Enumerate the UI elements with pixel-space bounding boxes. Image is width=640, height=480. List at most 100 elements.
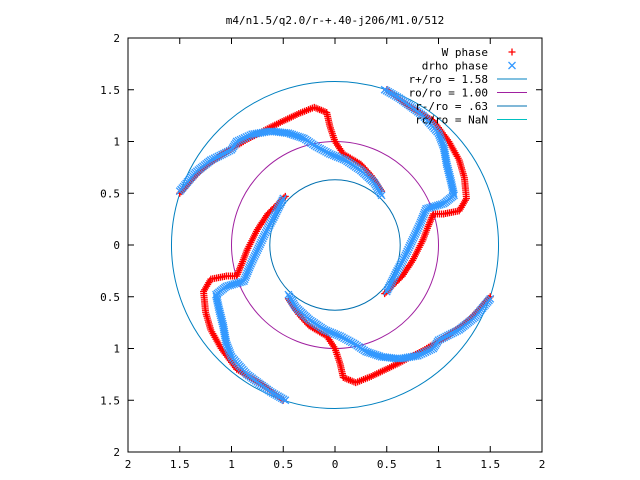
series-1-arm-0-point bbox=[212, 153, 221, 162]
axis-ticks: 2 1.5 1 0.5 0 0.5 1 1.5 221.510.500.511.52 bbox=[100, 32, 545, 471]
series-1-arm-1-point bbox=[389, 274, 398, 283]
series-1-arm-2-point bbox=[417, 349, 426, 358]
legend-label-4: r-/ro = .63 bbox=[415, 100, 488, 113]
x-tick-label: 0.5 bbox=[377, 458, 397, 471]
y-tick-label: 1 bbox=[113, 136, 120, 149]
series-1-arm-1-point bbox=[383, 285, 392, 294]
series-1-arm-0-point bbox=[221, 148, 230, 157]
series-1-arm-3-point bbox=[268, 215, 277, 224]
series-1-arm-3-point bbox=[255, 242, 264, 251]
x-tick-label: 0 bbox=[332, 458, 339, 471]
series-1-arm-1-point bbox=[413, 226, 422, 235]
radius-circles bbox=[170, 80, 500, 410]
phase-series bbox=[175, 85, 495, 405]
series-1-arm-3-point bbox=[257, 236, 266, 245]
series-1-arm-1-point bbox=[408, 235, 417, 244]
series-1-arm-1-point bbox=[391, 270, 400, 279]
radius-circle-2 bbox=[170, 80, 500, 410]
series-1 bbox=[175, 85, 495, 405]
y-tick-label: 2 bbox=[113, 446, 120, 459]
series-1-arm-3-point bbox=[251, 250, 260, 259]
series-1-arm-2-point bbox=[451, 327, 460, 336]
series-1-arm-1-point bbox=[387, 278, 396, 287]
legend-label-2: r+/ro = 1.58 bbox=[409, 73, 488, 86]
y-tick-label: 0.5 bbox=[100, 187, 120, 200]
series-1-arm-3-point bbox=[273, 205, 282, 214]
series-1-arm-0-point bbox=[206, 156, 215, 165]
series-1-arm-1-point bbox=[407, 237, 416, 246]
series-1-arm-0-point bbox=[236, 135, 245, 144]
series-1-arm-1-point bbox=[405, 243, 413, 252]
x-tick-label: 2 bbox=[539, 458, 546, 471]
series-1-arm-3-point bbox=[270, 211, 279, 220]
series-1-arm-3-point bbox=[249, 253, 258, 262]
series-1-arm-1-point bbox=[390, 272, 399, 281]
series-1-arm-2-point bbox=[443, 331, 452, 340]
series-1-arm-3-point bbox=[248, 255, 257, 264]
series-1-arm-0-point bbox=[377, 191, 386, 200]
y-tick-label: 0 bbox=[113, 239, 120, 252]
series-1-arm-0-point bbox=[240, 133, 249, 142]
series-1-arm-1-point bbox=[412, 228, 421, 237]
series-1-arm-3-point bbox=[275, 201, 284, 210]
series-1-arm-2-point bbox=[442, 332, 450, 341]
x-tick-label: 1.5 bbox=[170, 458, 190, 471]
series-1-arm-3-point bbox=[246, 261, 255, 270]
y-tick-label: 2 bbox=[113, 32, 120, 45]
series-1-arm-3-point bbox=[250, 252, 259, 260]
legend-label-1: drho phase bbox=[422, 60, 488, 73]
legend-label-0: W phase bbox=[442, 46, 488, 59]
x-tick-label: 1.5 bbox=[480, 458, 500, 471]
y-tick-label: 1 bbox=[113, 343, 120, 356]
series-1-arm-0-point bbox=[244, 132, 253, 141]
series-1-arm-1-point bbox=[403, 247, 412, 256]
legend-label-3: ro/ro = 1.00 bbox=[409, 87, 488, 100]
series-1-arm-3-point bbox=[271, 209, 280, 218]
series-1-arm-2-point bbox=[447, 329, 456, 338]
series-1-arm-3-point bbox=[247, 259, 255, 268]
series-1-arm-1-point bbox=[415, 220, 424, 229]
legend-label-5: rc/ro = NaN bbox=[415, 114, 488, 127]
series-1-arm-3-point bbox=[256, 240, 265, 249]
series-1-arm-3-point bbox=[276, 200, 285, 209]
series-1-arm-1-point bbox=[406, 239, 415, 248]
series-1-arm-3-point bbox=[274, 203, 283, 212]
series-1-arm-2-point bbox=[453, 326, 462, 335]
series-1-arm-0-point bbox=[238, 134, 247, 143]
x-tick-label: 1 bbox=[435, 458, 442, 471]
series-1-arm-2-point bbox=[449, 328, 458, 337]
series-1-arm-0-point bbox=[339, 155, 348, 164]
series-1-arm-1-point bbox=[388, 276, 397, 285]
series-1-arm-1-point bbox=[386, 280, 395, 289]
series-1-arm-1-point bbox=[402, 249, 411, 258]
x-tick-label: 1 bbox=[228, 458, 235, 471]
radius-circle-4 bbox=[269, 179, 401, 311]
x-tick-label: 0.5 bbox=[273, 458, 293, 471]
series-1-arm-1-point bbox=[404, 245, 413, 254]
series-1-arm-2-point bbox=[440, 333, 449, 342]
series-1-arm-0-point bbox=[232, 137, 241, 146]
series-1-arm-3-point bbox=[277, 198, 286, 207]
series-1-arm-2-point bbox=[423, 347, 432, 356]
series-1-arm-0-point bbox=[218, 150, 227, 159]
series-1-arm-3-point bbox=[257, 238, 265, 247]
series-1-arm-2-point bbox=[421, 348, 430, 357]
legend-marker-0 bbox=[508, 48, 516, 56]
series-1-arm-2-point bbox=[419, 349, 428, 357]
series-1-arm-3-point bbox=[247, 257, 256, 266]
series-1-arm-2-point bbox=[427, 345, 436, 354]
series-1-arm-0-point bbox=[220, 149, 228, 158]
series-1-arm-2-point bbox=[429, 344, 438, 353]
series-1-arm-1-point bbox=[414, 224, 423, 233]
series-1-arm-1-point bbox=[393, 266, 402, 275]
series-1-arm-1-point bbox=[385, 281, 394, 290]
series-1-arm-0-point bbox=[214, 152, 223, 161]
series-1-arm-1-point bbox=[382, 287, 391, 296]
series-1-arm-1-point bbox=[411, 230, 420, 238]
series-1-arm-1-point bbox=[405, 241, 414, 250]
series-1-arm-3-point bbox=[259, 232, 268, 241]
series-1-arm-3-point bbox=[253, 246, 262, 255]
series-1-arm-3-point bbox=[252, 248, 261, 257]
